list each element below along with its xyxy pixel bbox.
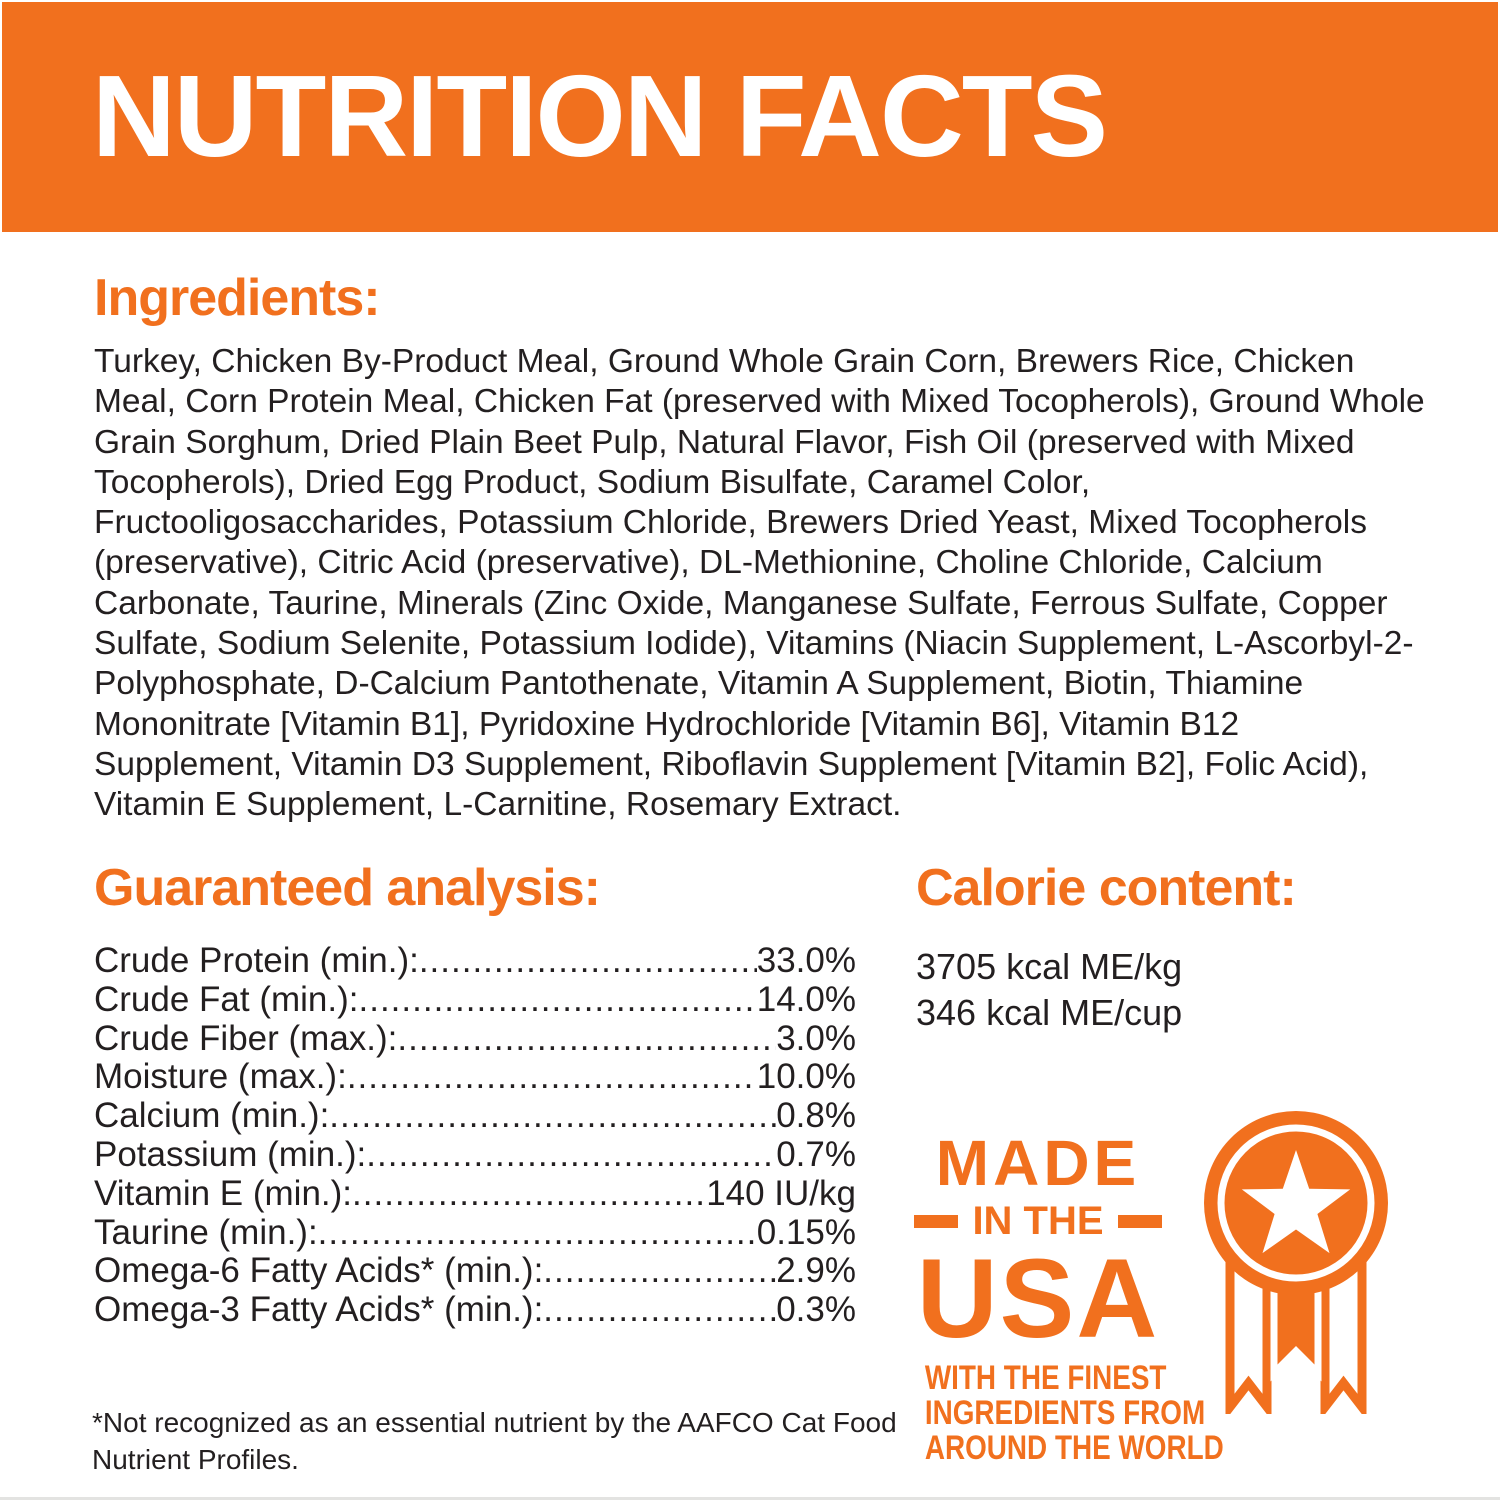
- analysis-label: Calcium (min.):: [94, 1096, 330, 1136]
- calorie-content-values: 3705 kcal ME/kg 346 kcal ME/cup: [916, 944, 1182, 1036]
- dot-leader: [347, 1058, 757, 1097]
- analysis-row: Crude Fiber (max.): 3.0%: [94, 1018, 856, 1059]
- tagline-line: INGREDIENTS FROM: [924, 1394, 1206, 1432]
- dot-leader: [359, 981, 757, 1020]
- ingredients-heading: Ingredients:: [94, 269, 381, 327]
- analysis-label: Crude Fiber (max.):: [94, 1018, 398, 1058]
- analysis-row: Omega-6 Fatty Acids* (min.): 2.9%: [94, 1252, 856, 1291]
- analysis-label: Crude Protein (min.):: [94, 941, 419, 980]
- analysis-value: 140 IU/kg: [706, 1173, 856, 1213]
- made-text: MADE: [935, 1127, 1141, 1199]
- header-banner: NUTRITION FACTS: [2, 2, 1498, 232]
- analysis-label: Vitamin E (min.):: [94, 1173, 353, 1213]
- analysis-label: Crude Fat (min.):: [94, 979, 359, 1019]
- analysis-value: 14.0%: [756, 979, 856, 1019]
- analysis-label: Potassium (min.):: [94, 1134, 367, 1174]
- analysis-value: 2.9%: [776, 1251, 856, 1291]
- calorie-content-heading: Calorie content:: [916, 859, 1297, 917]
- dash-decoration: [1117, 1214, 1162, 1228]
- dot-leader: [543, 1291, 776, 1330]
- made-in-usa-block: MADE IN THE USA WITH THE FINEST INGREDIE…: [900, 1127, 1224, 1467]
- analysis-label: Omega-6 Fatty Acids* (min.):: [94, 1251, 544, 1291]
- dot-leader: [543, 1252, 776, 1291]
- ingredients-text: Turkey, Chicken By-Product Meal, Ground …: [94, 343, 1425, 824]
- dot-leader: [318, 1214, 757, 1253]
- dot-leader: [419, 942, 757, 981]
- analysis-label: Omega-3 Fatty Acids* (min.):: [94, 1290, 544, 1330]
- analysis-value: 0.3%: [776, 1290, 856, 1330]
- footnote: *Not recognized as an essential nutrient…: [92, 1407, 897, 1475]
- analysis-row: Moisture (max.): 10.0%: [94, 1058, 856, 1097]
- guaranteed-analysis-heading: Guaranteed analysis:: [94, 859, 601, 917]
- image-bottom-edge: [0, 1497, 1500, 1500]
- analysis-row: Calcium (min.): 0.8%: [94, 1096, 856, 1136]
- usa-text: USA: [916, 1236, 1160, 1361]
- analysis-value: 0.7%: [776, 1134, 856, 1174]
- tagline-line: AROUND THE WORLD: [924, 1429, 1224, 1467]
- analysis-row: Crude Protein (min.): 33.0%: [94, 941, 856, 981]
- analysis-value: 0.8%: [776, 1096, 856, 1136]
- guaranteed-analysis-list: Crude Protein (min.): 33.0% Crude Fat (m…: [94, 941, 856, 1330]
- usa-tagline: WITH THE FINEST INGREDIENTS FROM AROUND …: [900, 1359, 1224, 1467]
- analysis-value: 3.0%: [776, 1018, 856, 1058]
- analysis-row: Taurine (min.): 0.15%: [94, 1212, 856, 1253]
- analysis-row: Potassium (min.): 0.7%: [94, 1134, 856, 1175]
- in-the-text: IN THE: [972, 1199, 1104, 1243]
- dot-leader: [366, 1136, 776, 1175]
- analysis-row: Omega-3 Fatty Acids* (min.): 0.3%: [94, 1290, 856, 1330]
- analysis-row: Vitamin E (min.): 140 IU/kg: [94, 1173, 856, 1214]
- analysis-row: Crude Fat (min.): 14.0%: [94, 979, 856, 1020]
- analysis-label: Moisture (max.):: [94, 1057, 347, 1097]
- analysis-value: 33.0%: [756, 941, 856, 980]
- tagline-line: WITH THE FINEST: [924, 1359, 1167, 1397]
- calorie-value-kg: 3705 kcal ME/kg: [916, 946, 1183, 987]
- analysis-value: 0.15%: [756, 1212, 856, 1252]
- page-title: NUTRITION FACTS: [92, 51, 1108, 181]
- dot-leader: [329, 1097, 776, 1136]
- award-ribbon-star-icon: [1204, 1111, 1388, 1414]
- dot-leader: [397, 1020, 776, 1059]
- in-the-row: IN THE: [900, 1201, 1176, 1241]
- analysis-label: Taurine (min.):: [94, 1212, 318, 1252]
- dot-leader: [352, 1175, 706, 1214]
- analysis-value: 10.0%: [756, 1057, 856, 1097]
- dash-decoration: [914, 1214, 959, 1228]
- calorie-value-cup: 346 kcal ME/cup: [916, 992, 1183, 1033]
